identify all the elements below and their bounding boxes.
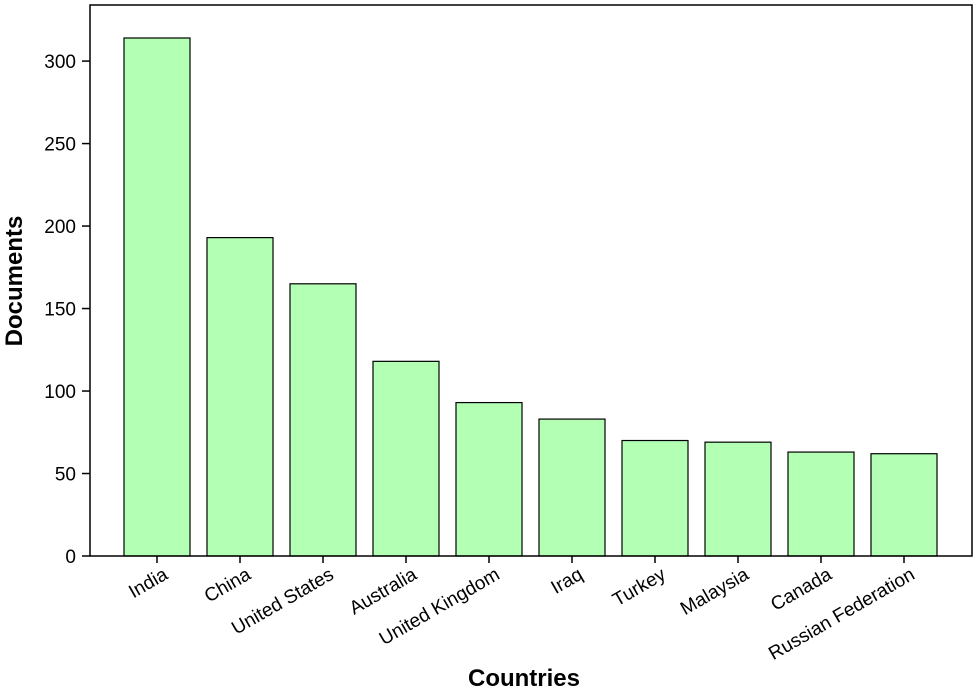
bar [704,441,772,557]
bar [123,37,191,557]
y-tick-label: 0 [65,547,76,568]
bar [538,418,606,557]
bar [289,283,357,557]
bar [206,237,274,557]
y-tick-label: 250 [44,135,76,156]
x-tick-label: Turkey [609,564,670,611]
x-tick-label: Canada [767,564,836,616]
y-tick-label: 300 [44,52,76,73]
x-tick-label: Iraq [548,564,587,599]
bar [455,401,523,557]
x-tick-label: China [201,564,255,607]
y-tick-label: 150 [44,300,76,321]
x-tick-label: Malaysia [677,564,753,620]
y-tick-label: 200 [44,217,76,238]
x-tick-label: Russian Federation [765,564,918,665]
bar [870,453,938,557]
x-tick-label: India [125,564,172,603]
plot-frame [89,4,973,557]
y-tick-label: 100 [44,382,76,403]
x-axis-title: Countries [468,665,580,692]
bar [787,451,855,557]
bar [621,439,689,557]
x-tick-label: Australia [346,564,421,619]
y-tick-label: 50 [55,465,76,486]
y-axis-title: Documents [1,216,28,347]
bar [372,360,440,557]
